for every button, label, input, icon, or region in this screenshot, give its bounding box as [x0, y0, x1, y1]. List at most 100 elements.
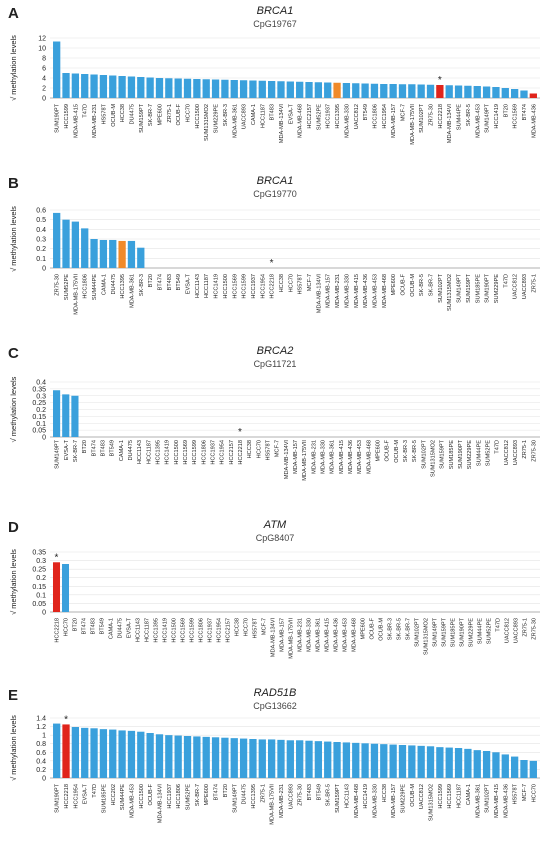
panel-a-category-label: SK-BR-5 [466, 104, 472, 126]
panel-e-category-label: BT483 [307, 784, 313, 800]
panel-e-category-label: MDA-MB-134VI [157, 784, 163, 824]
panel-b-bar [137, 247, 145, 268]
panel-a-bar [118, 76, 126, 98]
panel-c-category-label: HCC1937 [210, 440, 216, 465]
panel-a-bar [239, 80, 248, 98]
panel-a-category-label: ZR75-30 [429, 104, 435, 126]
panel-b-bar [62, 219, 70, 268]
panel-a-bar [258, 80, 266, 98]
panel-a-category-label: DU4475 [129, 104, 135, 125]
panel-a-bar [174, 78, 182, 98]
panel-e-ytick-label: 1.2 [36, 724, 46, 731]
panel-d-category-label: HCC2157 [226, 618, 232, 643]
panel-b-category-label: HCC2218 [270, 274, 276, 299]
panel-b-category-label: SUM52PE [64, 274, 70, 300]
panel-e-category-label: MDA-MB-436 [503, 784, 509, 818]
panel-e-category-label: MDA-MB-231 [279, 784, 285, 818]
panel-c-category-label: HCC2157 [229, 440, 235, 465]
panel-a-bar [71, 73, 80, 98]
panel-a-bar [81, 74, 89, 98]
panel-b-category-label: EVSA-T [186, 273, 192, 294]
panel-e-bar [454, 748, 463, 778]
panel-b-category-label: HCC1395 [120, 274, 126, 299]
panel-d-bar [52, 562, 61, 612]
panel-b-category-label: MDA-MB-468 [382, 274, 388, 308]
panel-b-category-label: DU4475 [111, 274, 117, 295]
panel-e-category-label: SUM149PT [232, 783, 238, 812]
panel-a-bar [305, 82, 313, 98]
panel-a-bar [99, 75, 108, 98]
panel-e-bar [165, 735, 173, 778]
panel-d-category-label: HCC1419 [163, 618, 169, 643]
panel-b-ytick-label: 0.6 [36, 208, 46, 215]
panel-c-category-label: SUM159PT [440, 439, 446, 468]
panel-e-category-label: MDA-MB-361 [475, 784, 481, 818]
panel-b-category-label: MDA-MB-453 [372, 274, 378, 308]
panel-a-category-label: HCC38 [120, 104, 126, 122]
panel-e-bar [109, 729, 117, 778]
panel-c-ylabel: √ methylation levels [9, 376, 18, 442]
panel-e-bar [193, 736, 201, 778]
panel-b-ytick-label: 0.4 [36, 227, 46, 234]
panel-e-category-label: MCF-7 [522, 784, 528, 801]
panel-a-bar [454, 85, 463, 98]
panel-a-bar [464, 85, 472, 98]
panel-e-bar [492, 752, 500, 778]
panel-d-category-label: MDA-MB-231 [298, 618, 304, 652]
panel-a-bar [352, 83, 360, 98]
panel-d-ytick-label: 0.35 [32, 550, 46, 557]
panel-e-category-label: HCC1419 [363, 784, 369, 809]
panel-b-bar [81, 228, 89, 268]
panel-c-category-label: EVSA-T [64, 439, 70, 460]
panel-d-category-label: HCC2218 [55, 618, 61, 643]
panel-d-chart: D ATM CpG8407 0 0.05 0.10.15 0.20.25 0.30.35 √ m… [8, 519, 540, 659]
panel-e-category-label: HCC1569 [447, 784, 453, 809]
panel-e-bar [127, 730, 136, 778]
panel-a-title: BRCA1 [257, 5, 294, 17]
panel-b-chart: B BRCA1 CpG19770 0 0.1 0.2 0.3 0.4 0.5 0.6 √ methy… [8, 175, 540, 315]
panel-c-category-label: SUM185PE [449, 440, 455, 469]
panel-e-bar [464, 748, 472, 778]
panel-a-asterisk: * [438, 75, 442, 86]
panel-d-category-label: SUM159PT [442, 617, 448, 646]
panel-d-category-label: BT483 [91, 618, 97, 634]
panel-d-category-label: HCC1187 [145, 618, 151, 642]
panel-d-asterisk: * [55, 552, 59, 563]
panel-c-ytick-label: 0.3 [36, 393, 46, 400]
panel-a-bar [426, 84, 435, 98]
panel-e-ylabel: √ methylation levels [9, 715, 18, 781]
panel-e-bar [529, 760, 537, 778]
panel-e-bar [230, 738, 238, 778]
panel-d-category-label: MPE600 [361, 618, 367, 639]
panel-c-category-label: UACC812 [504, 440, 510, 465]
panel-c-title: BRCA2 [257, 345, 294, 357]
panel-a-category-label: MDA-MB-175VII [410, 104, 416, 145]
panel-e-bar [324, 741, 332, 778]
panel-e-title: RAD51B [254, 687, 297, 699]
panel-d-ytick-label: 0.15 [32, 584, 46, 591]
panel-a-category-label: MDA-MB-134VI [279, 104, 285, 144]
panel-a-category-label: T47D [83, 104, 89, 118]
panel-e-category-label: HCC1500 [139, 784, 145, 809]
panel-c-category-label: MCF-7 [275, 440, 281, 457]
panel-a-bar [193, 79, 201, 98]
panel-e-bar [501, 754, 509, 778]
panel-a-category-label: HCC2218 [438, 104, 444, 129]
panel-a-bar [529, 93, 537, 98]
panel-a-category-label: BT483 [270, 104, 276, 120]
panel-c-category-label: BT20 [82, 440, 88, 453]
panel-c-category-label: HCC1419 [165, 440, 171, 465]
panel-b-category-label: MDA-MB-157 [326, 274, 332, 308]
panel-e-category-label: MDA-MB-175VII [270, 784, 276, 825]
panel-e-category-label: SUM159PT [335, 783, 341, 812]
panel-b-category-label: SK-BR-3 [139, 274, 145, 296]
panel-e-category-label: HCC70 [531, 784, 537, 802]
panel-a-category-label: SK-BR-3 [223, 104, 229, 126]
panel-a-ytick-label: 6 [42, 66, 46, 73]
panel-a-bar [62, 73, 70, 98]
panel-c-category-label: MDA-MB-134VI [284, 440, 290, 480]
panel-c-category-label: HS578T [265, 439, 271, 460]
panel-e-category-label: HCC1599 [438, 784, 444, 809]
panel-a-category-label: SK-BR-7 [148, 104, 154, 126]
panel-e-category-label: SK-BR-7 [195, 784, 201, 806]
